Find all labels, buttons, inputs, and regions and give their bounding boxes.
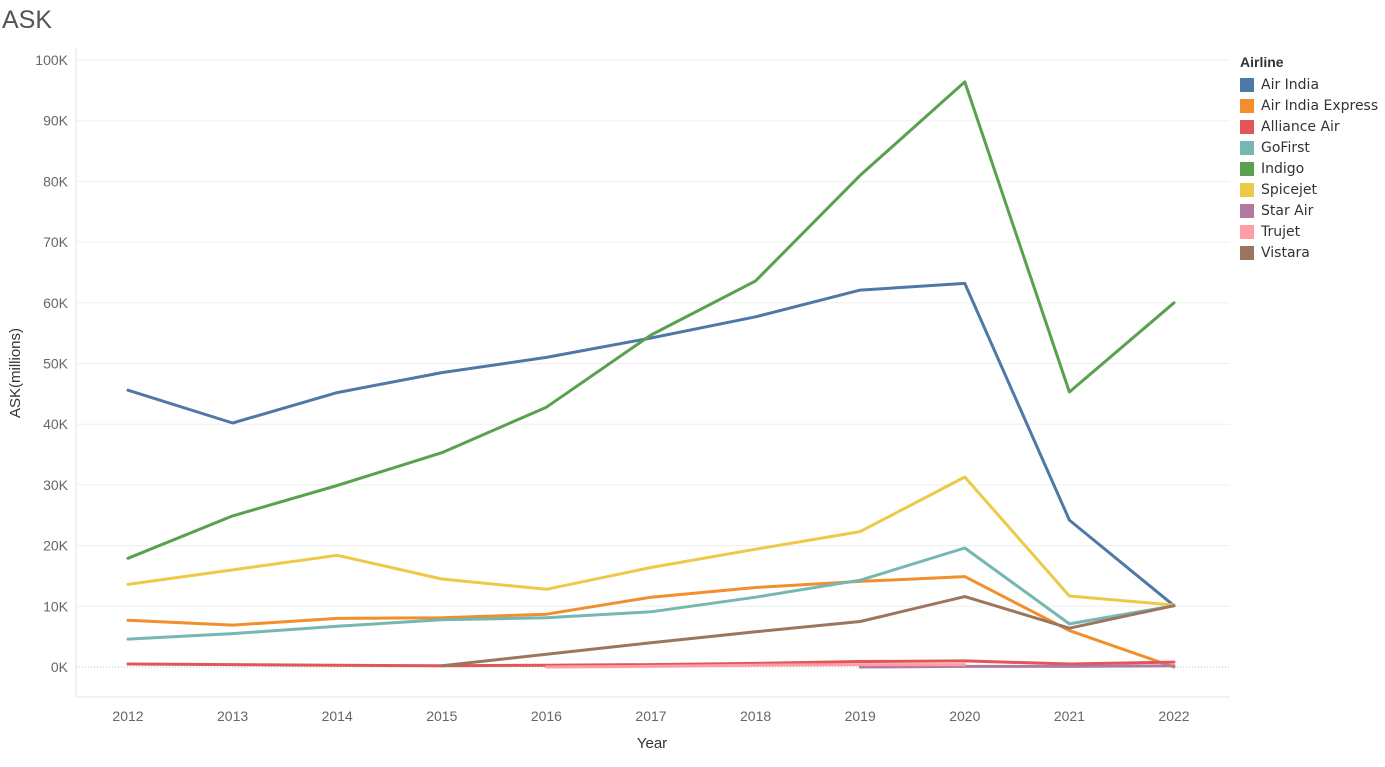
legend-swatch bbox=[1240, 203, 1254, 218]
series-indigo bbox=[126, 80, 1176, 560]
y-tick-label: 100K bbox=[35, 52, 68, 68]
legend-swatch bbox=[1240, 182, 1254, 197]
legend-swatch bbox=[1240, 224, 1254, 239]
x-tick-label: 2017 bbox=[635, 708, 666, 724]
x-tick-label: 2013 bbox=[217, 708, 248, 724]
x-tick-label: 2012 bbox=[112, 708, 143, 724]
legend-item[interactable]: Air India bbox=[1240, 74, 1378, 95]
legend-swatch bbox=[1240, 245, 1254, 260]
chart-title: ASK bbox=[2, 6, 53, 34]
y-tick-label: 30K bbox=[43, 477, 69, 493]
legend-label: Air India Express bbox=[1261, 97, 1379, 114]
series-line[interactable] bbox=[126, 659, 1176, 668]
x-tick-label: 2019 bbox=[845, 708, 876, 724]
legend-swatch bbox=[1240, 140, 1254, 155]
legend-swatch bbox=[1240, 77, 1254, 92]
legend-item[interactable]: Trujet bbox=[1240, 221, 1378, 242]
series-line[interactable] bbox=[126, 281, 1176, 608]
legend-item[interactable]: Air India Express bbox=[1240, 95, 1378, 116]
x-axis-label: Year bbox=[637, 735, 667, 752]
x-tick-label: 2018 bbox=[740, 708, 771, 724]
y-axis-ticks: 0K 10K 20K 30K 40K 50K 60K 70K 80K 90K 100K bbox=[35, 52, 68, 675]
y-tick-label: 70K bbox=[43, 234, 69, 250]
series-line[interactable] bbox=[126, 475, 1176, 607]
y-tick-label: 10K bbox=[43, 598, 69, 614]
legend-item[interactable]: Spicejet bbox=[1240, 179, 1378, 200]
series-air-india-express bbox=[126, 575, 1176, 669]
legend-item[interactable]: GoFirst bbox=[1240, 137, 1378, 158]
legend-label: Star Air bbox=[1261, 202, 1314, 219]
legend-label: Vistara bbox=[1261, 244, 1310, 261]
gridlines bbox=[75, 48, 1230, 698]
series-line[interactable] bbox=[440, 595, 1176, 668]
y-tick-label: 80K bbox=[43, 173, 69, 189]
y-tick-label: 90K bbox=[43, 113, 69, 129]
legend-label: Alliance Air bbox=[1261, 118, 1340, 135]
y-axis-label: ASK(millions) bbox=[7, 328, 24, 418]
series-trujet bbox=[544, 663, 967, 669]
x-tick-label: 2015 bbox=[426, 708, 457, 724]
legend-items: Air India Air India Express Alliance Air Go… bbox=[1240, 74, 1378, 263]
legend-swatch bbox=[1240, 98, 1254, 113]
legend-label: Air India bbox=[1261, 76, 1320, 93]
series-alliance-air bbox=[126, 659, 1176, 668]
legend-title: Airline bbox=[1240, 54, 1284, 70]
x-tick-label: 2016 bbox=[531, 708, 562, 724]
x-tick-label: 2014 bbox=[322, 708, 353, 724]
legend-label: Indigo bbox=[1261, 160, 1305, 177]
legend-label: Spicejet bbox=[1261, 181, 1317, 198]
legend-label: GoFirst bbox=[1261, 139, 1310, 156]
series-line[interactable] bbox=[544, 663, 967, 669]
series-star-air bbox=[858, 664, 1176, 669]
series-line[interactable] bbox=[126, 546, 1176, 641]
y-tick-label: 50K bbox=[43, 356, 69, 372]
legend-item[interactable]: Star Air bbox=[1240, 200, 1378, 221]
series-vistara bbox=[440, 595, 1176, 668]
legend-item[interactable]: Alliance Air bbox=[1240, 116, 1378, 137]
series-line[interactable] bbox=[126, 575, 1176, 669]
legend-item[interactable]: Indigo bbox=[1240, 158, 1378, 179]
series-air-india bbox=[126, 281, 1176, 608]
x-axis-ticks: 2012 2013 2014 2015 2016 2017 2018 2019 2020 2021… bbox=[112, 708, 1189, 724]
legend-label: Trujet bbox=[1261, 223, 1301, 240]
series-gofirst bbox=[126, 546, 1176, 641]
series-spicejet bbox=[126, 475, 1176, 607]
x-tick-label: 2020 bbox=[949, 708, 980, 724]
series-lines bbox=[126, 80, 1176, 669]
series-line[interactable] bbox=[858, 664, 1176, 669]
x-tick-label: 2021 bbox=[1054, 708, 1085, 724]
legend-item[interactable]: Vistara bbox=[1240, 242, 1378, 263]
y-tick-label: 0K bbox=[51, 659, 69, 675]
legend-swatch bbox=[1240, 119, 1254, 134]
series-line[interactable] bbox=[126, 80, 1176, 560]
legend-swatch bbox=[1240, 161, 1254, 176]
y-tick-label: 60K bbox=[43, 295, 69, 311]
legend: Airline Air India Air India Express Allian… bbox=[1240, 54, 1378, 263]
y-tick-label: 40K bbox=[43, 416, 69, 432]
x-tick-label: 2022 bbox=[1158, 708, 1189, 724]
y-tick-label: 20K bbox=[43, 538, 69, 554]
